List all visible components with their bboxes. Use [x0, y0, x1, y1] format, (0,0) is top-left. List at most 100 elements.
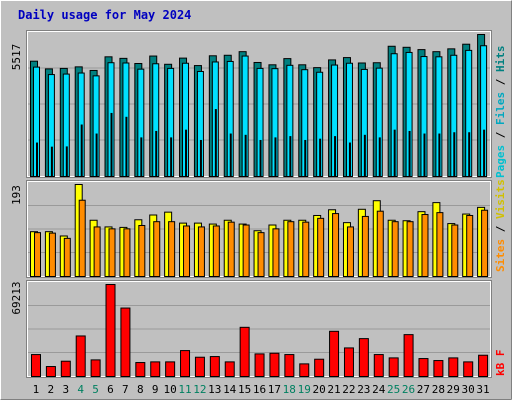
pages-bar	[334, 136, 337, 178]
kb-bar	[150, 361, 161, 378]
kb-bar	[403, 334, 414, 377]
day-label: 27	[417, 383, 430, 396]
kb-bar	[418, 358, 429, 377]
pages-bar	[363, 134, 366, 177]
kb-bar	[463, 361, 474, 378]
pages-bar	[125, 116, 128, 178]
sites-bar	[257, 232, 265, 278]
kb-bar	[45, 366, 56, 377]
sites-bar	[93, 226, 101, 277]
legend-sites: Sites	[494, 239, 507, 272]
kb-bar	[388, 357, 399, 377]
pages-bar	[378, 137, 381, 177]
sites-bar	[451, 224, 459, 277]
kb-bar	[75, 335, 86, 378]
kb-bar	[284, 354, 295, 378]
legend-files: Files	[494, 92, 507, 125]
sites-bar	[466, 214, 474, 277]
sites-bar	[272, 228, 280, 277]
day-label: 1	[33, 383, 40, 396]
pages-bar	[170, 137, 173, 177]
kb-bar	[60, 360, 71, 378]
pages-bar	[289, 136, 292, 178]
day-label: 22	[342, 383, 355, 396]
day-label: 8	[137, 383, 144, 396]
kb-bar	[209, 356, 220, 378]
pages-bar	[319, 138, 322, 177]
day-label: 12	[193, 383, 206, 396]
day-label: 15	[238, 383, 251, 396]
day-label: 11	[178, 383, 191, 396]
chart-title: Daily usage for May 2024	[18, 8, 191, 22]
sites-bar	[168, 221, 176, 278]
day-label: 19	[298, 383, 311, 396]
sites-bar	[376, 210, 384, 278]
day-label: 26	[402, 383, 415, 396]
day-label: 29	[447, 383, 460, 396]
legend-visits: Visits	[494, 179, 507, 219]
kb-y-max-label: 69213	[10, 281, 23, 314]
sites-bar	[138, 224, 146, 277]
pages-bar	[483, 129, 486, 177]
day-label: 9	[152, 383, 159, 396]
sites-bar	[123, 228, 131, 277]
sites-bar	[63, 237, 71, 277]
kb-bar	[314, 358, 325, 377]
sites-y-max-label: 193	[10, 185, 23, 205]
day-label: 31	[476, 383, 489, 396]
kb-bar	[254, 353, 265, 377]
day-label: 20	[312, 383, 325, 396]
pages-bar	[468, 132, 471, 178]
kb-bar	[180, 350, 191, 378]
sites-bar	[153, 221, 161, 278]
day-label: 4	[77, 383, 84, 396]
kb-bar	[269, 352, 280, 377]
pages-bar	[438, 133, 441, 177]
pages-bar	[36, 142, 38, 177]
day-label: 30	[462, 383, 475, 396]
kb-bar	[358, 338, 369, 377]
pages-bar	[453, 132, 456, 178]
pages-bar	[304, 139, 307, 178]
pages-bar	[199, 139, 202, 178]
sites-bar	[481, 209, 489, 277]
day-label: 28	[432, 383, 445, 396]
day-label: 13	[208, 383, 221, 396]
pages-bar	[50, 146, 53, 177]
pages-bar	[80, 124, 83, 178]
kb-bar	[448, 357, 459, 377]
sites-bar	[346, 226, 354, 277]
x-axis-day-labels: 1 2 3 4 5 6 7 8 9 10 11 12 13 14 15 16 17 18 19 20 21 22 23 24 2…	[33, 383, 490, 396]
kb-bar	[433, 360, 444, 377]
pages-bar	[65, 146, 68, 177]
pages-bar	[408, 130, 411, 177]
pages-bar	[214, 109, 217, 177]
legend-hits-files-pages: Pages / Files / Hits	[494, 46, 507, 179]
day-label: 6	[107, 383, 114, 396]
legend-kb: kB F	[494, 350, 507, 377]
sites-bar	[78, 199, 86, 278]
pages-bar	[423, 133, 426, 177]
kb-bar	[343, 347, 354, 377]
legend-sites-visits: Sites / Visits	[494, 179, 507, 272]
sites-visits-panel	[26, 180, 492, 278]
sites-bar	[212, 225, 220, 277]
hits-y-max-label: 5517	[10, 44, 23, 71]
pages-bar	[229, 133, 232, 177]
pages-bar	[110, 112, 113, 178]
sites-bar	[108, 228, 116, 277]
hits-files-pages-panel	[26, 30, 492, 178]
sites-bar	[421, 214, 429, 277]
sites-bar	[406, 221, 414, 278]
sites-bar	[361, 215, 369, 277]
kb-bar	[31, 354, 41, 378]
kb-bar	[90, 359, 101, 377]
pages-bar	[155, 130, 158, 177]
sites-bar	[317, 217, 325, 277]
pages-bar	[95, 133, 98, 177]
day-label: 2	[48, 383, 55, 396]
legend-hits: Hits	[494, 46, 507, 73]
sites-bar	[332, 213, 340, 277]
kb-bar	[329, 330, 340, 378]
